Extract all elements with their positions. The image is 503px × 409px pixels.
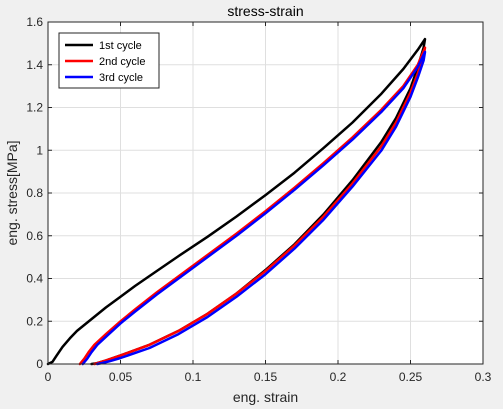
x-tick-label: 0.3 <box>475 370 492 384</box>
series-line-2 <box>78 46 427 366</box>
y-tick-label: 0.8 <box>26 186 43 200</box>
series-line-3 <box>81 50 427 366</box>
y-axis-title: eng. stress[MPa] <box>4 140 20 245</box>
legend-label-3: 3rd cycle <box>99 72 143 84</box>
y-tick-label: 1.2 <box>26 101 43 115</box>
axis-ticks: 0 0.05 0.1 0.15 0.2 0.25 0.3 0 0.2 0.4 0.6 0.8 1 1.2 1… <box>26 15 491 384</box>
x-tick-label: 0.2 <box>330 370 347 384</box>
x-tick-label: 0.1 <box>185 370 202 384</box>
y-tick-label: 1.6 <box>26 15 43 29</box>
y-tick-label: 1 <box>36 143 43 157</box>
legend-label-2: 2nd cycle <box>99 56 145 68</box>
series-lines <box>46 37 427 366</box>
y-tick-label: 0.6 <box>26 229 43 243</box>
legend-box <box>58 32 160 89</box>
y-tick-label: 0 <box>36 357 43 371</box>
y-tick-label: 0.4 <box>26 272 43 286</box>
y-tick-label: 1.4 <box>26 58 43 72</box>
x-tick-label: 0.25 <box>399 370 423 384</box>
x-tick-label: 0.05 <box>109 370 133 384</box>
legend-label-1: 1st cycle <box>99 40 142 52</box>
chart-title: stress-strain <box>227 3 303 19</box>
x-tick-label: 0 <box>45 370 52 384</box>
y-tick-label: 0.2 <box>26 314 43 328</box>
x-tick-label: 0.15 <box>254 370 278 384</box>
legend: 1st cycle 2nd cycle 3rd cycle <box>58 32 160 89</box>
x-axis-title: eng. strain <box>233 389 298 405</box>
